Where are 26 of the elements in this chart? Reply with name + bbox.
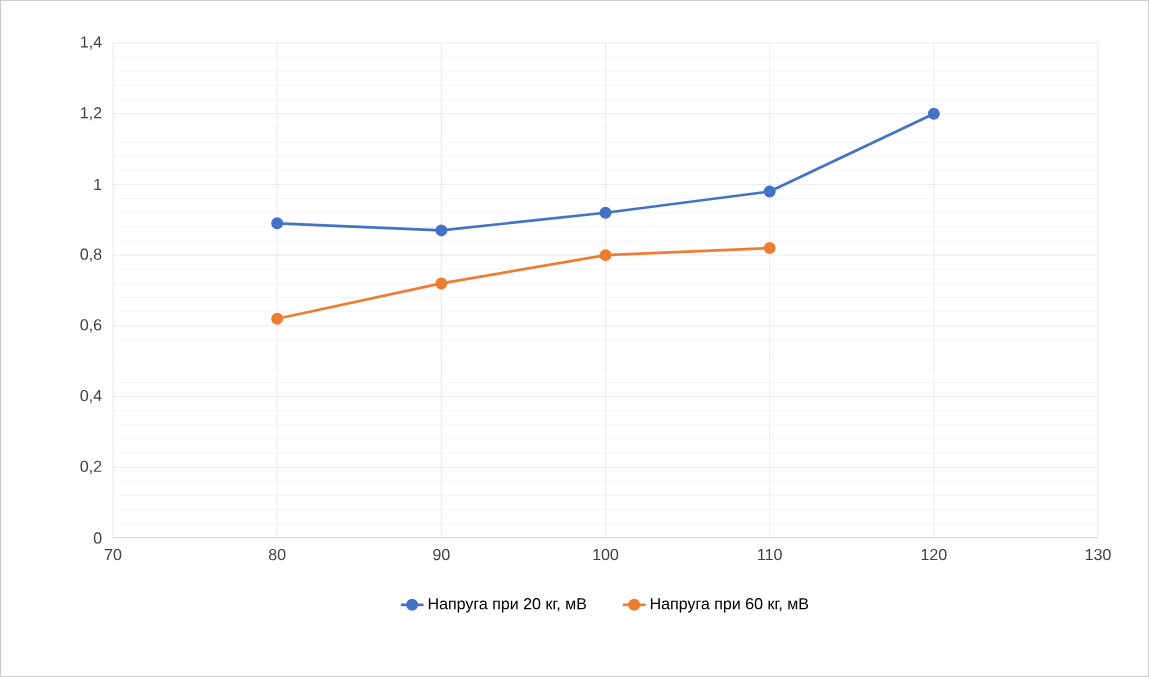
- point: [435, 277, 448, 290]
- point: [271, 217, 284, 230]
- y-tick-label: 0,4: [80, 389, 102, 404]
- legend-label: Напруга при 60 кг, мВ: [650, 598, 809, 613]
- y-tick-label: 1,2: [81, 107, 102, 121]
- y-tick-label: 0,2: [80, 460, 102, 474]
- point: [599, 206, 612, 219]
- point: [763, 185, 776, 198]
- point: [763, 242, 776, 255]
- point: [599, 249, 612, 262]
- y-tick-label: 0: [93, 532, 102, 544]
- x-tick-label: 80: [268, 548, 286, 561]
- y-tick-label: 1: [94, 178, 102, 190]
- x-tick-label: 130: [1085, 548, 1111, 561]
- y-tick-label: 0,6: [80, 319, 102, 333]
- point: [435, 224, 448, 237]
- x-tick-label: 70: [104, 548, 122, 561]
- y-tick-label: 0,8: [80, 248, 102, 262]
- x-tick-label: 110: [758, 548, 782, 561]
- x-tick-label: 100: [593, 548, 619, 561]
- x-tick-label: 90: [433, 548, 450, 561]
- y-tick-label: 1,4: [81, 36, 102, 50]
- point: [271, 312, 284, 325]
- point: [927, 107, 940, 120]
- x-tick-label: 120: [921, 548, 947, 561]
- legend-label: Напруга при 20 кг, мВ: [428, 598, 587, 613]
